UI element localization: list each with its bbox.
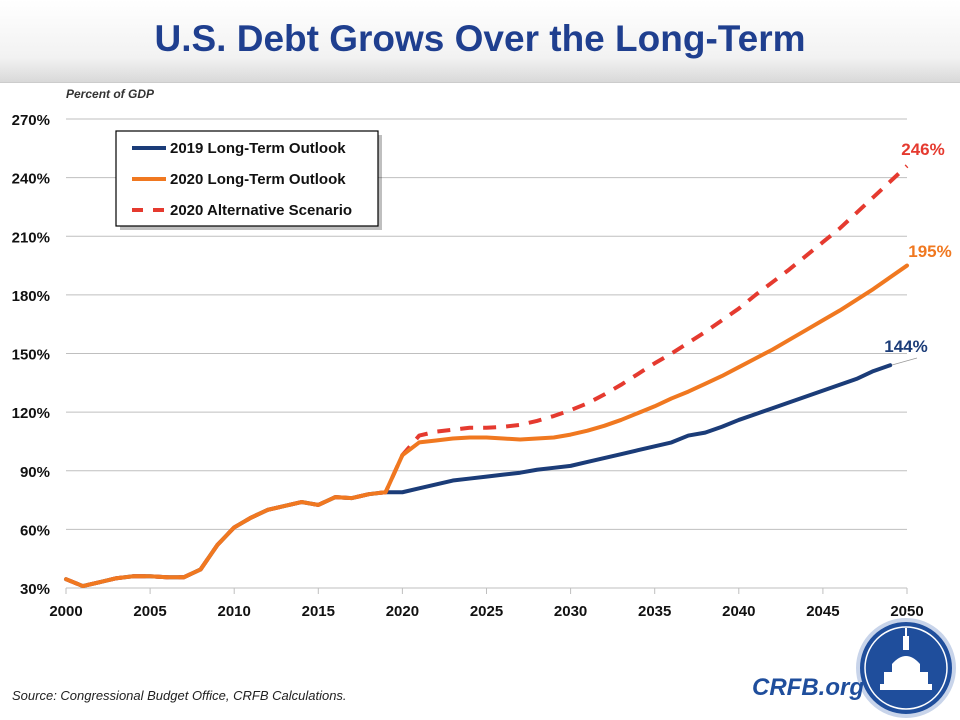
y-tick-label: 270%: [12, 112, 50, 129]
page-title: U.S. Debt Grows Over the Long-Term: [154, 18, 806, 59]
crfb-logo: [856, 618, 956, 718]
y-tick-label: 210%: [12, 229, 50, 246]
end-value-label: 144%: [884, 337, 927, 356]
y-axis-label: Percent of GDP: [66, 87, 155, 101]
x-tick-label: 2020: [386, 603, 419, 620]
end-value-label: 195%: [908, 242, 951, 261]
leader-line: [891, 357, 918, 366]
series-line-1: [64, 263, 909, 589]
source-note: Source: Congressional Budget Office, CRF…: [12, 688, 347, 703]
y-tick-label: 30%: [20, 581, 50, 598]
x-tick-label: 2030: [554, 603, 587, 620]
x-tick-label: 2015: [302, 603, 335, 620]
y-tick-label: 60%: [20, 522, 50, 539]
y-tick-label: 240%: [12, 171, 50, 188]
x-tick-label: 2010: [218, 603, 251, 620]
y-tick-label: 90%: [20, 464, 50, 481]
legend: 2019 Long-Term Outlook 2020 Long-Term Out…: [115, 130, 382, 230]
x-tick-label: 2050: [890, 603, 923, 620]
x-tick-label: 2035: [638, 603, 671, 620]
x-tick-label: 2005: [133, 603, 166, 620]
end-value-label: 246%: [901, 140, 944, 159]
series-line-0: [64, 363, 893, 589]
y-tick-label: 120%: [12, 405, 50, 422]
y-tick-label: 180%: [12, 288, 50, 305]
brand-link[interactable]: CRFB.org: [752, 674, 864, 701]
x-tick-label: 2025: [470, 603, 503, 620]
x-tick-label: 2045: [806, 603, 839, 620]
y-tick-label: 150%: [12, 347, 50, 364]
title-banner: [0, 0, 960, 83]
legend-label: 2019 Long-Term Outlook: [170, 140, 346, 157]
x-tick-label: 2000: [49, 603, 82, 620]
legend-label: 2020 Alternative Scenario: [170, 202, 352, 219]
x-tick-label: 2040: [722, 603, 755, 620]
legend-label: 2020 Long-Term Outlook: [170, 171, 346, 188]
